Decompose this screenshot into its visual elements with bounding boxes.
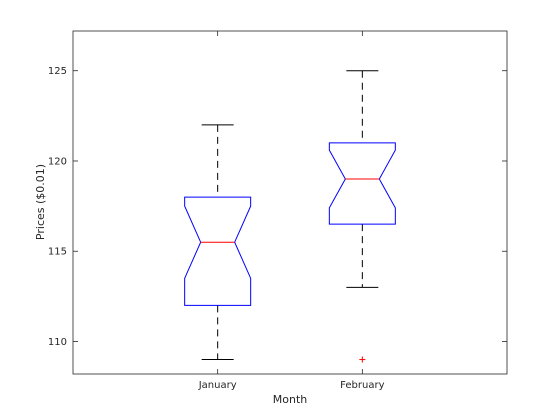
box-january xyxy=(184,124,252,361)
x-axis-ticks: January February xyxy=(198,31,385,391)
y-axis-ticks: 110 115 120 125 xyxy=(48,66,507,348)
y-tick-label: 115 xyxy=(48,247,67,258)
x-tick-label: January xyxy=(198,380,237,391)
y-tick-label: 120 xyxy=(48,156,67,167)
outlier-marker xyxy=(359,356,366,363)
notched-box xyxy=(184,196,252,306)
y-axis-label: Prices ($0.01) xyxy=(34,164,47,240)
y-tick-label: 110 xyxy=(48,337,67,348)
x-tick-label: February xyxy=(340,380,384,391)
box-series xyxy=(184,70,396,363)
box-february xyxy=(328,70,396,363)
y-tick-label: 125 xyxy=(48,66,67,77)
x-axis-label: Month xyxy=(273,393,308,406)
plot-area xyxy=(72,30,508,375)
notched-box xyxy=(328,142,396,225)
